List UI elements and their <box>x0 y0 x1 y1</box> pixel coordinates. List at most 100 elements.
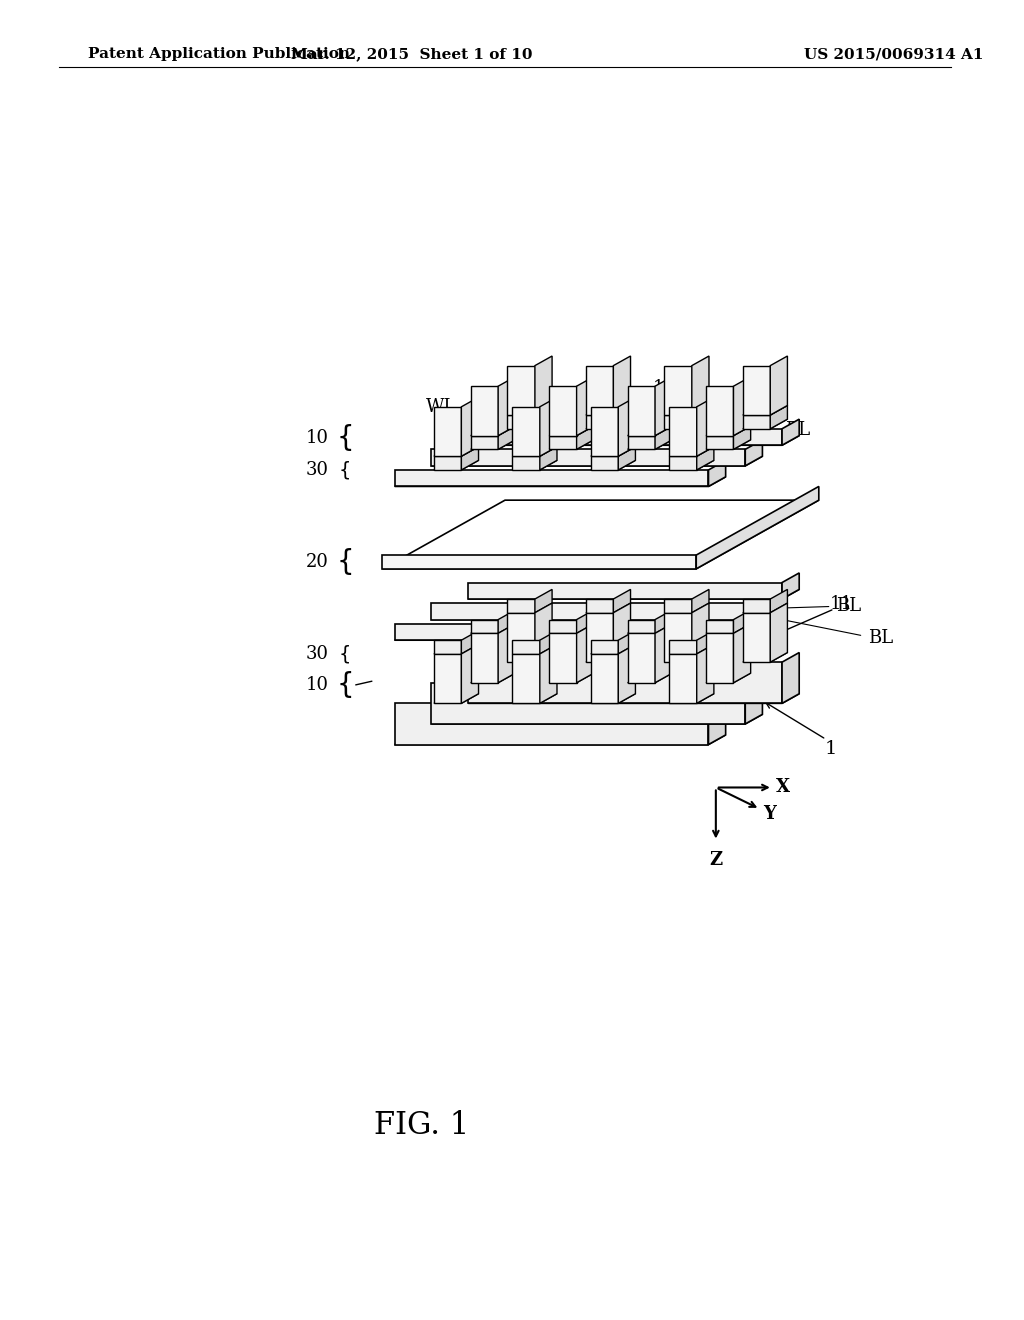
Polygon shape <box>706 624 751 634</box>
Polygon shape <box>508 405 552 414</box>
Text: 30: 30 <box>305 461 329 479</box>
Text: 10: 10 <box>305 429 329 447</box>
Polygon shape <box>742 366 770 414</box>
Polygon shape <box>670 644 714 653</box>
Polygon shape <box>394 477 726 487</box>
Polygon shape <box>434 640 462 653</box>
Text: WL: WL <box>601 682 632 700</box>
Text: US 2015/0069314 A1: US 2015/0069314 A1 <box>804 48 984 61</box>
Polygon shape <box>655 610 672 634</box>
Polygon shape <box>586 405 631 414</box>
Polygon shape <box>709 694 726 744</box>
Polygon shape <box>431 603 745 619</box>
Polygon shape <box>431 682 745 723</box>
Polygon shape <box>770 603 787 663</box>
Polygon shape <box>394 631 726 640</box>
Polygon shape <box>591 653 618 704</box>
Text: Patent Application Publication: Patent Application Publication <box>88 48 350 61</box>
Polygon shape <box>709 461 726 487</box>
Polygon shape <box>742 420 787 429</box>
Polygon shape <box>733 376 751 436</box>
Polygon shape <box>618 446 636 470</box>
Polygon shape <box>462 644 478 704</box>
Polygon shape <box>770 356 787 414</box>
Polygon shape <box>549 436 577 449</box>
Polygon shape <box>709 614 726 640</box>
Polygon shape <box>670 640 696 653</box>
Text: {: { <box>339 644 351 664</box>
Polygon shape <box>462 631 478 653</box>
Polygon shape <box>692 603 709 663</box>
Polygon shape <box>431 714 763 723</box>
Polygon shape <box>665 414 692 429</box>
Text: WL: WL <box>426 399 457 416</box>
Polygon shape <box>670 653 696 704</box>
Polygon shape <box>628 624 672 634</box>
Polygon shape <box>586 599 613 612</box>
Polygon shape <box>591 407 618 457</box>
Polygon shape <box>382 500 819 569</box>
Polygon shape <box>586 414 613 429</box>
Polygon shape <box>394 624 709 640</box>
Polygon shape <box>618 644 636 704</box>
Polygon shape <box>431 457 763 466</box>
Polygon shape <box>706 440 751 449</box>
Text: FIG. 1: FIG. 1 <box>374 1110 469 1142</box>
Text: {: { <box>339 461 351 479</box>
Polygon shape <box>628 426 672 436</box>
Polygon shape <box>742 405 787 414</box>
Polygon shape <box>468 663 782 704</box>
Polygon shape <box>670 694 714 704</box>
Polygon shape <box>665 612 692 663</box>
Polygon shape <box>535 590 552 612</box>
Text: WL: WL <box>583 399 613 416</box>
Polygon shape <box>462 446 478 470</box>
Text: BL: BL <box>868 628 894 647</box>
Polygon shape <box>462 397 478 457</box>
Polygon shape <box>468 590 799 599</box>
Polygon shape <box>628 436 655 449</box>
Text: Z: Z <box>710 851 722 869</box>
Polygon shape <box>706 426 751 436</box>
Polygon shape <box>577 376 594 436</box>
Polygon shape <box>665 652 709 663</box>
Text: WL: WL <box>505 399 535 416</box>
Polygon shape <box>706 619 733 634</box>
Polygon shape <box>742 414 770 429</box>
Polygon shape <box>665 603 709 612</box>
Polygon shape <box>508 366 535 414</box>
Text: Y: Y <box>763 805 776 822</box>
Text: 20: 20 <box>305 553 329 572</box>
Polygon shape <box>655 624 672 682</box>
Polygon shape <box>471 673 515 682</box>
Polygon shape <box>586 652 631 663</box>
Polygon shape <box>512 407 540 457</box>
Polygon shape <box>770 405 787 429</box>
Text: BL: BL <box>785 421 810 438</box>
Polygon shape <box>431 610 763 619</box>
Polygon shape <box>535 405 552 429</box>
Polygon shape <box>434 644 478 653</box>
Polygon shape <box>733 426 751 449</box>
Polygon shape <box>508 652 552 663</box>
Text: WL: WL <box>638 661 669 680</box>
Polygon shape <box>613 356 631 414</box>
Polygon shape <box>696 487 819 569</box>
Text: {: { <box>336 548 354 576</box>
Polygon shape <box>655 376 672 436</box>
Polygon shape <box>508 414 535 429</box>
Polygon shape <box>468 694 799 704</box>
Polygon shape <box>512 446 557 457</box>
Polygon shape <box>628 619 655 634</box>
Polygon shape <box>586 366 613 414</box>
Polygon shape <box>471 426 515 436</box>
Polygon shape <box>471 634 498 682</box>
Polygon shape <box>733 624 751 682</box>
Text: WL: WL <box>564 702 595 721</box>
Polygon shape <box>655 426 672 449</box>
Polygon shape <box>742 652 787 663</box>
Polygon shape <box>665 599 692 612</box>
Text: 30: 30 <box>305 645 329 663</box>
Polygon shape <box>692 356 709 414</box>
Polygon shape <box>692 590 709 612</box>
